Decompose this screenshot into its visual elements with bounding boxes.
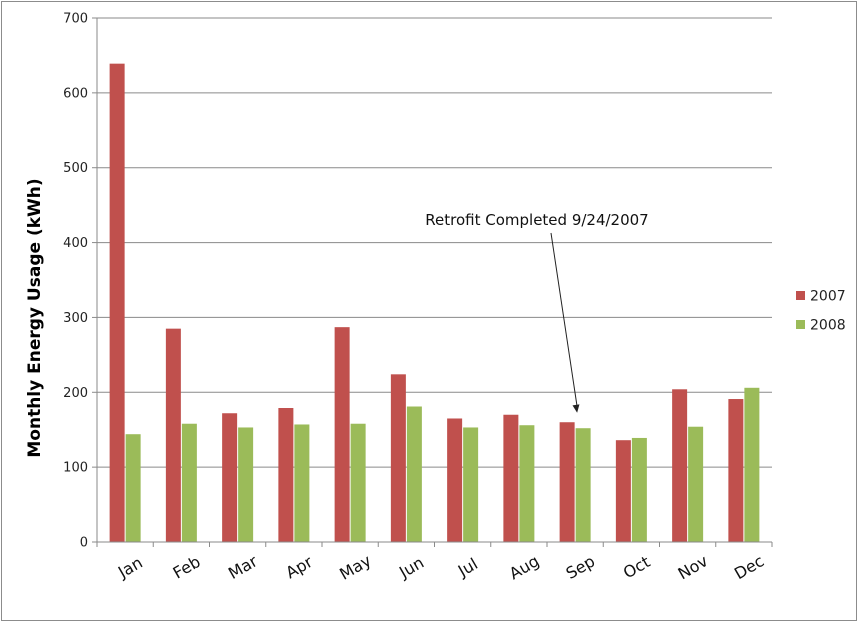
y-tick-label: 400: [63, 236, 88, 251]
legend-swatch-2008: [796, 320, 805, 329]
x-tick-label: Feb: [170, 552, 204, 583]
bar-2007-nov: [672, 389, 688, 542]
bar-2008-feb: [181, 423, 197, 542]
annotation: Retrofit Completed 9/24/2007: [425, 211, 649, 413]
y-axis-label: Monthly Energy Usage (kWh): [25, 178, 45, 457]
bar-2007-sep: [559, 422, 575, 542]
bar-2008-oct: [631, 437, 647, 542]
y-tick-label: 700: [63, 12, 88, 27]
bar-2008-jan: [125, 434, 141, 542]
bar-2008-mar: [238, 427, 254, 542]
x-tick-label: Aug: [506, 551, 543, 583]
legend-label-2008: 2008: [810, 318, 846, 334]
annotation-arrow: [550, 232, 578, 407]
bar-2008-apr: [294, 424, 310, 542]
axes: [96, 18, 772, 543]
bar-2008-jul: [463, 427, 479, 542]
y-tick-label: 300: [63, 311, 88, 326]
bar-2007-jul: [447, 418, 463, 542]
x-tick-label: Apr: [282, 552, 316, 583]
gridlines: [97, 17, 772, 468]
bar-2007-aug: [503, 414, 519, 542]
bar-2007-dec: [728, 399, 744, 542]
x-tick-label: Sep: [563, 551, 599, 583]
bar-2008-jun: [406, 406, 422, 542]
bar-2008-aug: [519, 425, 535, 542]
y-tick-label: 0: [80, 536, 88, 551]
x-tick-label: Jul: [454, 554, 481, 581]
x-tick-label: Dec: [731, 551, 767, 583]
y-axis-ticks: 0 100 200 300 400 500 600 700: [63, 12, 97, 551]
bar-2008-sep: [575, 428, 591, 542]
y-tick-label: 500: [63, 161, 88, 176]
bar-2007-apr: [278, 408, 294, 542]
x-tick-label: Jun: [395, 553, 427, 582]
legend: 2007 2008: [796, 289, 846, 334]
annotation-text: Retrofit Completed 9/24/2007: [425, 211, 648, 229]
legend-label-2007: 2007: [810, 289, 846, 305]
bar-2007-jan: [109, 63, 125, 543]
bar-2007-may: [334, 327, 350, 542]
x-tick-label: Mar: [225, 551, 261, 583]
y-tick-label: 200: [63, 386, 88, 401]
annotation-arrow-head: [572, 404, 580, 413]
legend-swatch-2007: [796, 291, 805, 300]
bar-2008-nov: [688, 426, 704, 542]
bar-2008-may: [350, 423, 366, 542]
bar-2007-feb: [165, 328, 181, 542]
bar-2008-dec: [744, 387, 760, 542]
x-tick-label: Oct: [620, 552, 653, 582]
y-tick-label: 600: [63, 86, 88, 101]
x-tick-label: May: [336, 551, 374, 584]
bar-2007-oct: [615, 440, 631, 542]
x-tick-label: Jan: [114, 553, 146, 582]
x-tick-label: Nov: [675, 551, 712, 583]
x-axis-ticks: Jan Feb Mar Apr May Jun Jul Aug Sep Oct Nov Dec: [96, 542, 773, 584]
bars: [109, 63, 760, 543]
y-tick-label: 100: [63, 461, 88, 476]
bar-2007-jun: [390, 374, 406, 542]
bar-2007-mar: [222, 413, 238, 542]
